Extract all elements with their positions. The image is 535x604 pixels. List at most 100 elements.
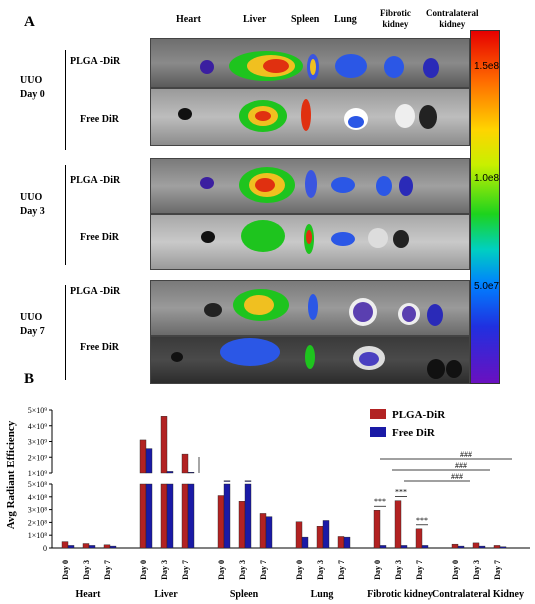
colorbar-tick-5-0e7: 5.0e7	[474, 281, 500, 292]
y-tick-label: 4×10⁸	[28, 493, 48, 502]
x-organ-label: Contralateral Kidney	[432, 589, 524, 600]
x-day-label: Day 0	[139, 560, 148, 580]
bar	[109, 545, 117, 549]
row-label-plga-day7: PLGA -DiR	[70, 286, 121, 297]
image-free-day7	[150, 336, 470, 384]
y-tick-label: 4×10⁹	[28, 422, 48, 431]
bar	[61, 541, 69, 549]
image-plga-day3	[150, 158, 470, 214]
y-tick-label: 5×10⁹	[28, 406, 48, 415]
group-label-day7: UUO Day 7	[20, 312, 45, 337]
x-day-label: Day 3	[472, 560, 481, 580]
bar	[139, 483, 147, 549]
organ-label-spleen: Spleen	[291, 14, 320, 25]
y-tick-label: 1×10⁸	[28, 531, 48, 540]
x-day-label: Day 3	[238, 560, 247, 580]
x-day-label: Day 3	[82, 560, 91, 580]
bar	[181, 453, 189, 474]
bar	[415, 528, 423, 549]
bar	[295, 521, 303, 549]
bar	[160, 416, 168, 474]
bar	[322, 520, 330, 549]
bar	[244, 480, 252, 482]
bar	[394, 500, 402, 549]
bracket-day3	[65, 165, 66, 265]
bar	[103, 544, 111, 549]
x-day-label: Day 7	[259, 560, 268, 580]
bar	[472, 542, 480, 549]
organ-label-lung: Lung	[334, 14, 357, 25]
x-day-label: Day 7	[181, 560, 190, 580]
row-label-free-day3: Free DiR	[80, 232, 119, 243]
bar	[379, 545, 387, 549]
image-plga-day0	[150, 38, 470, 88]
bracket-day0	[65, 50, 66, 150]
bar	[223, 480, 231, 482]
bar	[499, 546, 507, 549]
y-tick-label: 1×10⁹	[28, 469, 48, 478]
significance-star: ***	[374, 497, 386, 506]
bar	[337, 536, 345, 549]
legend-label: PLGA-DiR	[392, 409, 446, 421]
bar	[139, 439, 147, 474]
bar	[187, 483, 195, 549]
bar	[316, 526, 324, 549]
image-plga-day7	[150, 280, 470, 336]
image-free-day3	[150, 214, 470, 270]
bar	[373, 510, 381, 549]
bar	[88, 545, 96, 549]
x-day-label: Day 0	[295, 560, 304, 580]
row-label-free-day0: Free DiR	[80, 114, 119, 125]
legend-swatch	[370, 409, 386, 419]
legend-label: Free DiR	[392, 427, 436, 439]
hash-marker: ###	[455, 461, 467, 470]
organ-label-fibrotic-kidney: Fibrotic kidney	[380, 8, 411, 29]
legend-swatch	[370, 427, 386, 437]
bar	[244, 483, 252, 549]
bar	[217, 495, 225, 549]
bar	[181, 483, 189, 549]
y-axis-label: Avg Radiant Efficiency	[5, 420, 17, 529]
x-day-label: Day 3	[160, 560, 169, 580]
x-day-label: Day 3	[316, 560, 325, 580]
x-day-label: Day 7	[415, 560, 424, 580]
bar	[400, 545, 408, 549]
bar	[223, 483, 231, 549]
x-organ-label: Fibrotic kidney	[367, 589, 433, 600]
row-label-plga-day3: PLGA -DiR	[70, 175, 121, 186]
bar	[238, 501, 246, 549]
hash-marker: ###	[451, 472, 463, 481]
bar	[160, 483, 168, 549]
color-scale-bar	[470, 30, 500, 384]
x-day-label: Day 0	[217, 560, 226, 580]
bar	[82, 543, 90, 549]
bar	[265, 516, 273, 549]
y-tick-label: 0	[43, 544, 47, 553]
x-organ-label: Spleen	[230, 589, 259, 600]
organ-label-liver: Liver	[243, 14, 267, 25]
x-day-label: Day 7	[337, 560, 346, 580]
image-free-day0	[150, 88, 470, 146]
organ-label-contralateral-kidney: Contralateral kidney	[426, 8, 479, 29]
bar	[301, 536, 309, 549]
bar	[478, 545, 486, 549]
x-day-label: Day 7	[493, 560, 502, 580]
bar	[145, 448, 153, 474]
y-tick-label: 2×10⁸	[28, 518, 48, 527]
bar	[421, 545, 429, 549]
y-tick-label: 5×10⁸	[28, 480, 48, 489]
x-day-label: Day 3	[394, 560, 403, 580]
colorbar-tick-1-0e8: 1.0e8	[474, 173, 500, 184]
hash-marker: ###	[460, 450, 472, 459]
bar	[166, 483, 174, 549]
organ-label-heart: Heart	[176, 14, 201, 25]
bar	[457, 545, 465, 549]
bar	[187, 472, 195, 474]
y-tick-label: 2×10⁹	[28, 453, 48, 462]
x-day-label: Day 7	[103, 560, 112, 580]
panel-b-letter: B	[24, 371, 35, 387]
x-organ-label: Liver	[154, 589, 178, 600]
bar	[67, 545, 75, 549]
bar	[145, 483, 153, 549]
x-organ-label: Lung	[311, 589, 334, 600]
